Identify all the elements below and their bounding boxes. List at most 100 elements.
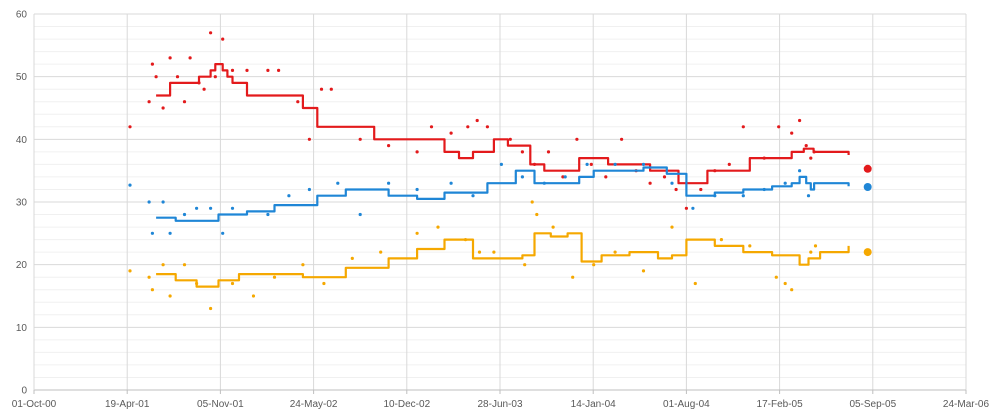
data-point [571,275,575,279]
data-point [741,125,745,129]
y-tick-label: 10 [16,323,28,334]
data-point [449,181,453,185]
x-tick-label: 01-Oct-00 [12,399,57,410]
data-point [161,200,165,204]
data-point [551,225,555,229]
data-point [209,206,213,210]
data-point [161,106,165,110]
data-point [147,200,151,204]
data-point [168,294,172,298]
data-point [415,231,419,235]
data-point [161,263,165,267]
data-point [277,68,281,72]
data-point [150,288,154,292]
data-point [307,137,311,141]
data-point [251,294,256,298]
y-tick-label: 0 [21,386,27,397]
data-point [307,187,311,192]
data-point [809,250,813,254]
data-point [319,87,324,91]
data-point [585,162,589,166]
data-point [499,162,503,166]
x-tick-label: 19-Apr-01 [105,399,150,410]
data-point [209,306,213,311]
data-point [128,125,132,129]
data-point [806,194,811,198]
data-point [379,250,383,254]
data-point [296,100,300,104]
data-point [230,68,235,72]
data-point [798,169,802,173]
y-tick-label: 50 [16,72,28,83]
data-point [693,281,697,286]
data-point [147,275,151,279]
data-point [508,137,512,141]
data-point [272,275,277,279]
trend-line [156,62,850,185]
y-tick-label: 20 [16,260,28,271]
x-axis-tick-labels: 01-Oct-00 19-Apr-01 05-Nov-01 24-May-02 10-D… [12,390,990,410]
data-point [147,100,151,104]
data-point [613,250,617,254]
x-tick-label: 14-Jan-04 [571,399,616,410]
x-tick-label: 05-Nov-01 [197,399,244,410]
final-value-marker [863,183,872,191]
data-point [804,144,808,148]
data-point [546,150,551,154]
final-value-marker [863,164,872,173]
x-tick-label: 24-Mar-06 [943,399,990,410]
data-point [523,263,527,267]
data-point [563,175,567,179]
data-point [727,162,731,166]
data-point [213,75,217,79]
data-point [466,125,470,129]
data-point [266,68,270,72]
data-point [175,75,180,79]
data-point [783,181,787,185]
data-point [449,131,453,135]
data-point [182,212,187,217]
data-point [809,156,813,160]
data-point [358,137,362,141]
data-point [287,194,291,198]
data-point [719,238,724,242]
data-point [387,144,391,148]
data-point [182,263,187,267]
data-point [245,68,249,72]
x-tick-label: 05-Sep-05 [849,399,896,410]
data-point [154,75,158,79]
data-point [128,183,132,187]
x-tick-label: 01-Aug-04 [663,399,710,410]
data-point [530,200,534,204]
data-point [221,231,225,235]
trend-line [156,166,850,222]
data-point [266,212,270,217]
x-tick-label: 24-May-02 [290,399,338,410]
data-point [150,62,154,66]
data-point [620,137,624,141]
y-axis-tick-labels: 0 10 20 30 40 50 60 [16,10,28,397]
data-point [429,125,434,129]
data-point [641,269,646,273]
data-point [691,206,695,210]
data-point [748,244,752,248]
y-tick-label: 30 [16,198,28,209]
x-tick-label: 10-Dec-02 [383,399,430,410]
data-point [777,125,781,129]
data-point [230,281,235,286]
data-point [168,56,172,60]
data-point [221,37,225,41]
data-point [790,131,794,135]
data-point [471,194,475,198]
data-point [520,150,525,154]
data-point [230,206,235,210]
data-point [783,281,787,286]
data-point [477,250,482,254]
data-point [670,225,674,229]
data-point [535,212,539,217]
data-point [684,206,689,210]
data-point [813,244,818,248]
data-point [336,181,340,185]
major-gridlines [34,13,967,390]
data-point [209,31,213,35]
